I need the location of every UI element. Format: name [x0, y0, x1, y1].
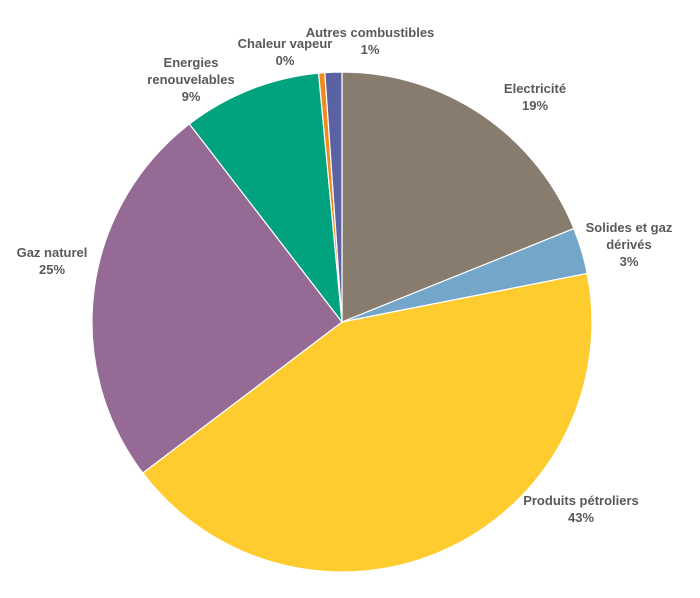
slice-name-line: Autres combustibles [306, 25, 435, 40]
slice-label-autres-combustibles: Autres combustibles 1% [306, 25, 435, 57]
slice-percent: 1% [361, 42, 380, 57]
slice-name-line: renouvelables [147, 72, 234, 87]
slice-label-chaleur-vapeur: Chaleur vapeur 0% [238, 36, 333, 68]
slice-name-line: Electricité [504, 81, 566, 96]
slice-label-electricite: Electricité 19% [504, 81, 566, 113]
slice-label-solides-et-gaz-derives: Solides et gaz dérivés 3% [586, 220, 673, 269]
slice-percent: 19% [522, 98, 548, 113]
slice-name-line: Solides et gaz [586, 220, 673, 235]
slice-label-produits-petroliers: Produits pétroliers 43% [523, 493, 639, 525]
slice-name-line: Energies [164, 55, 219, 70]
slice-percent: 3% [620, 254, 639, 269]
pie-slice-energies-renouvelables [188, 72, 343, 325]
slice-name-line: Produits pétroliers [523, 493, 639, 508]
slice-name-line: dérivés [606, 237, 652, 252]
pie-slices [91, 71, 593, 573]
slice-name-line: Gaz naturel [17, 245, 88, 260]
pie-slice-autres-combustibles [324, 71, 343, 323]
pie-slice-produits-petroliers [141, 272, 593, 573]
pie-labels: Electricité 19% Solides et gaz dérivés 3% Pro… [17, 25, 673, 525]
slice-percent: 0% [276, 53, 295, 68]
slice-percent: 43% [568, 510, 594, 525]
slice-label-energies-renouvelables: Energies renouvelables 9% [147, 55, 234, 104]
slice-label-gaz-naturel: Gaz naturel 25% [17, 245, 88, 277]
slice-percent: 9% [182, 89, 201, 104]
pie-slice-electricite [341, 71, 575, 323]
pie-slice-gaz-naturel [91, 123, 343, 474]
slice-percent: 25% [39, 262, 65, 277]
slice-name-line: Chaleur vapeur [238, 36, 333, 51]
